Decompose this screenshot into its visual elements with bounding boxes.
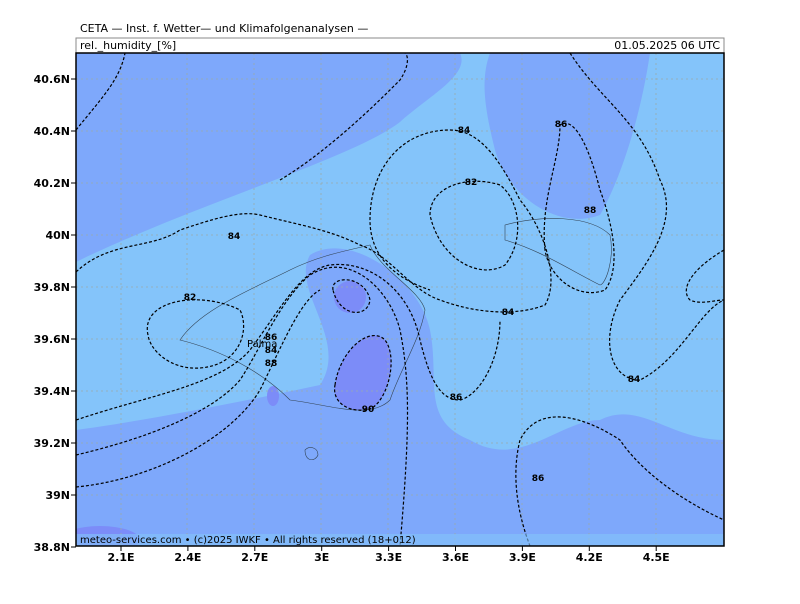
lat-tick-label: 39.4N: [34, 385, 70, 398]
lon-tick-label: 2.1E: [107, 551, 134, 564]
lat-tick-label: 39N: [45, 489, 70, 502]
lon-tick-label: 3E: [314, 551, 329, 564]
datetime: 01.05.2025 06 UTC: [614, 39, 720, 52]
contour-label: 84: [502, 308, 515, 318]
contour-label: 84: [228, 232, 241, 242]
lon-tick-label: 3.9E: [509, 551, 536, 564]
contour-label: 86: [532, 474, 545, 484]
lat-tick-label: 40N: [45, 229, 70, 242]
contour-label: 86: [265, 333, 278, 343]
place-label: Palma: [247, 339, 277, 350]
coastline: [179, 218, 612, 460]
contours: [76, 53, 724, 546]
lon-tick-label: 3.6E: [442, 551, 469, 564]
contour-label: 86: [555, 120, 568, 130]
contour-label: 82: [184, 293, 197, 303]
contour-label: 84: [628, 375, 641, 385]
lat-tick-label: 39.6N: [34, 333, 70, 346]
contour-label: 88: [265, 359, 278, 369]
lon-tick-label: 3.3E: [375, 551, 402, 564]
lon-tick-label: 4.2E: [576, 551, 603, 564]
contour-label: 82: [465, 178, 478, 188]
lat-tick-label: 39.8N: [34, 281, 70, 294]
map-area: 84 86 82 88 84 82 84 86 88 84 90 86 84 8…: [76, 53, 724, 546]
lat-tick-label: 40.6N: [34, 73, 70, 86]
lat-tick-label: 40.2N: [34, 177, 70, 190]
lat-tick-label: 39.2N: [34, 437, 70, 450]
axes: 2.1E 2.4E 2.7E 3E 3.3E 3.6E 3.9E 4.2E 4.5E 40.6N 4…: [34, 73, 670, 564]
lat-tick-label: 38.8N: [34, 541, 70, 554]
variable-label: rel._humidity_[%]: [80, 39, 176, 52]
contour-label: 88: [584, 206, 597, 216]
lon-tick-label: 4.5E: [643, 551, 670, 564]
contour-label: 86: [450, 393, 463, 403]
contour-label: 90: [362, 405, 375, 415]
contour-label: 84: [458, 126, 471, 136]
map-frame: [75, 52, 725, 547]
copyright: meteo-services.com • (c)2025 IWKF • All …: [80, 535, 416, 546]
lon-tick-label: 2.7E: [241, 551, 268, 564]
grid: [76, 53, 724, 546]
lat-tick-label: 40.4N: [34, 125, 70, 138]
lon-tick-label: 2.4E: [174, 551, 201, 564]
contour-label: 84: [265, 346, 278, 356]
source-title: CETA — Inst. f. Wetter— und Klimafolgena…: [80, 22, 368, 35]
